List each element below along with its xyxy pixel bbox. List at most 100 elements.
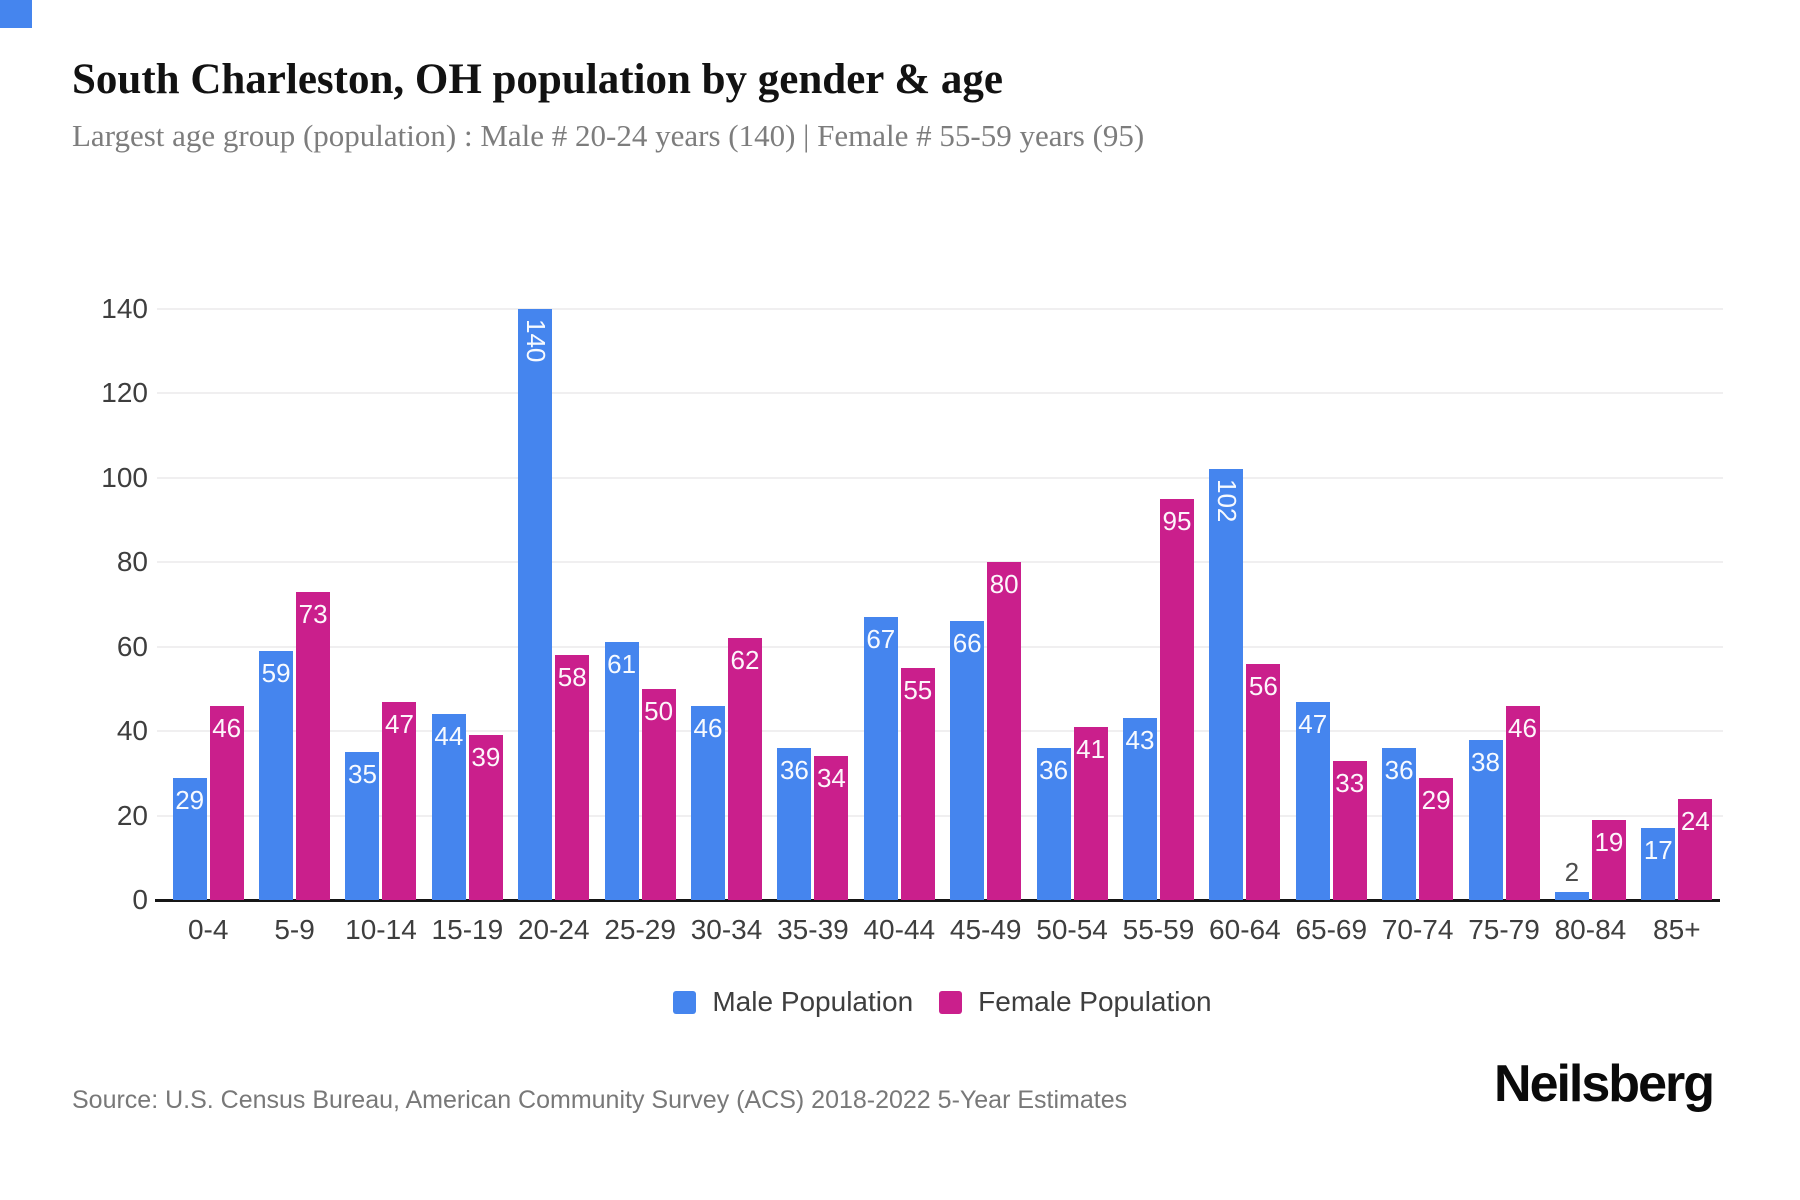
bar-female-50-54[interactable]: 41 (1073, 727, 1108, 900)
bar-male-80-84[interactable]: 2 (1554, 857, 1589, 900)
bar-female-30-34[interactable]: 62 (728, 638, 763, 900)
bar-female-35-39[interactable]: 34 (814, 756, 849, 900)
bar-value-label: 29 (1421, 785, 1451, 815)
gridline-20 (157, 814, 1723, 817)
bar-value-label: 50 (644, 696, 674, 726)
bar-male-35-39[interactable]: 36 (777, 748, 812, 900)
bar-value-label: 17 (1643, 835, 1673, 865)
bar-female-45-49[interactable]: 80 (987, 562, 1022, 900)
x-axis-label-75-79: 75-79 (1468, 914, 1540, 945)
bar-female-10-14[interactable]: 47 (382, 702, 417, 900)
bar-value-label: 38 (1471, 747, 1500, 777)
x-axis-label-30-34: 30-34 (690, 914, 763, 945)
bar-value-label: 47 (385, 709, 414, 739)
bar-male-0-4[interactable]: 29 (172, 778, 207, 900)
x-axis-label-40-44: 40-44 (863, 914, 936, 945)
x-axis-label-15-19: 15-19 (431, 914, 504, 945)
y-axis-tick-label-100: 100 (101, 461, 148, 493)
gridline-60 (157, 645, 1723, 648)
legend-item-female[interactable]: Female Population (939, 986, 1212, 1018)
bar-value-label: 140 (520, 319, 551, 363)
bar-value-label: 36 (1039, 755, 1069, 785)
female-legend-swatch-icon (939, 990, 963, 1014)
bar-male-5-9[interactable]: 59 (259, 651, 294, 900)
x-axis-label-0-4: 0-4 (187, 914, 229, 945)
bar-value-label: 66 (952, 628, 982, 658)
bar-male-20-24[interactable]: 140 (518, 309, 553, 900)
bar-value-label: 55 (903, 675, 933, 705)
legend-label-male: Male Population (712, 986, 914, 1017)
bar-male-30-34[interactable]: 46 (691, 706, 726, 900)
gridline-140 (157, 308, 1723, 310)
bar-value-label: 19 (1594, 827, 1624, 857)
bar-female-70-74[interactable]: 29 (1419, 778, 1454, 900)
legend-item-male[interactable]: Male Population (673, 986, 913, 1018)
bar-male-15-19[interactable]: 44 (431, 714, 466, 900)
source-attribution: Source: U.S. Census Bureau, American Com… (72, 1086, 1128, 1114)
bar-female-0-4[interactable]: 46 (209, 706, 244, 900)
bar-value-label: 34 (816, 763, 846, 793)
bar-female-85+[interactable]: 24 (1678, 799, 1713, 900)
y-axis-tick-label-140: 140 (101, 293, 148, 324)
bar-female-5-9[interactable]: 73 (296, 592, 331, 900)
x-axis-label-55-59: 55-59 (1122, 914, 1195, 945)
x-axis-label-65-69: 65-69 (1295, 914, 1368, 945)
legend: Male Population Female Population (165, 986, 1720, 1018)
bar-value-label: 62 (730, 645, 760, 675)
bar-female-65-69[interactable]: 33 (1332, 761, 1367, 900)
bar-female-20-24[interactable]: 58 (555, 655, 590, 900)
bar-female-80-84[interactable]: 19 (1591, 820, 1626, 900)
y-axis-tick-label-60: 60 (116, 630, 148, 662)
bar-male-50-54[interactable]: 36 (1036, 748, 1071, 900)
bar-female-55-59[interactable]: 95 (1159, 499, 1194, 900)
x-axis-label-50-54: 50-54 (1036, 914, 1108, 945)
bar-male-10-14[interactable]: 35 (345, 752, 380, 900)
bar-value-label: 46 (212, 713, 242, 743)
bar-female-40-44[interactable]: 55 (900, 668, 935, 900)
y-axis-tick-label-0: 0 (132, 884, 148, 915)
gridline-40 (157, 730, 1723, 733)
legend-label-female: Female Population (978, 986, 1212, 1017)
y-axis-tick-label-40: 40 (116, 715, 148, 747)
bar-value-label: 102 (1211, 479, 1242, 523)
bar-male-60-64[interactable]: 102 (1209, 469, 1244, 900)
chart-title: South Charleston, OH population by gende… (72, 56, 1004, 103)
x-axis-label-5-9: 5-9 (274, 914, 315, 945)
x-axis-label-70-74: 70-74 (1381, 914, 1454, 945)
bar-female-60-64[interactable]: 56 (1246, 664, 1281, 900)
bar-male-75-79[interactable]: 38 (1468, 740, 1503, 900)
bar-value-label: 24 (1680, 806, 1710, 836)
bar-male-45-49[interactable]: 66 (950, 621, 985, 900)
bar-value-label: 58 (557, 662, 587, 692)
bar-male-65-69[interactable]: 47 (1295, 702, 1330, 900)
bar-male-25-29[interactable]: 61 (604, 642, 639, 900)
bar-female-15-19[interactable]: 39 (468, 735, 503, 900)
bar-value-label: 95 (1162, 506, 1192, 536)
chart-subtitle: Largest age group (population) : Male # … (72, 118, 1145, 153)
bar-value-label: 36 (1384, 755, 1414, 785)
bar-value-label: 36 (779, 755, 809, 785)
bar-female-25-29[interactable]: 50 (641, 689, 676, 900)
bar-value-label: 2 (1564, 857, 1580, 887)
x-axis-label-45-49: 45-49 (949, 914, 1022, 945)
bar-value-label: 43 (1125, 725, 1155, 755)
bar-value-label: 47 (1298, 709, 1328, 739)
y-axis-tick-label-20: 20 (116, 799, 148, 831)
gridline-100 (157, 476, 1723, 479)
x-axis-label-35-39: 35-39 (777, 914, 849, 945)
bar-value-label: 61 (607, 649, 637, 679)
bar-male-40-44[interactable]: 67 (863, 617, 898, 900)
plot-area: 0 20 40 60 80 100 120 140 29 46 0-4 59 73 5-9 35 47 10-1… (101, 293, 1723, 945)
male-legend-swatch-icon (673, 990, 697, 1014)
bar-value-label: 29 (175, 785, 205, 815)
bar-male-55-59[interactable]: 43 (1122, 718, 1157, 900)
x-axis-label-85+: 85+ (1653, 914, 1701, 945)
bar-female-75-79[interactable]: 46 (1505, 706, 1540, 900)
bar-male-70-74[interactable]: 36 (1382, 748, 1417, 900)
bar-male-85+[interactable]: 17 (1641, 828, 1676, 900)
gridline-120 (157, 392, 1723, 395)
x-axis-label-10-14: 10-14 (345, 914, 417, 945)
bar-value-label: 46 (1508, 713, 1537, 743)
corner-accent-mark (0, 0, 32, 28)
